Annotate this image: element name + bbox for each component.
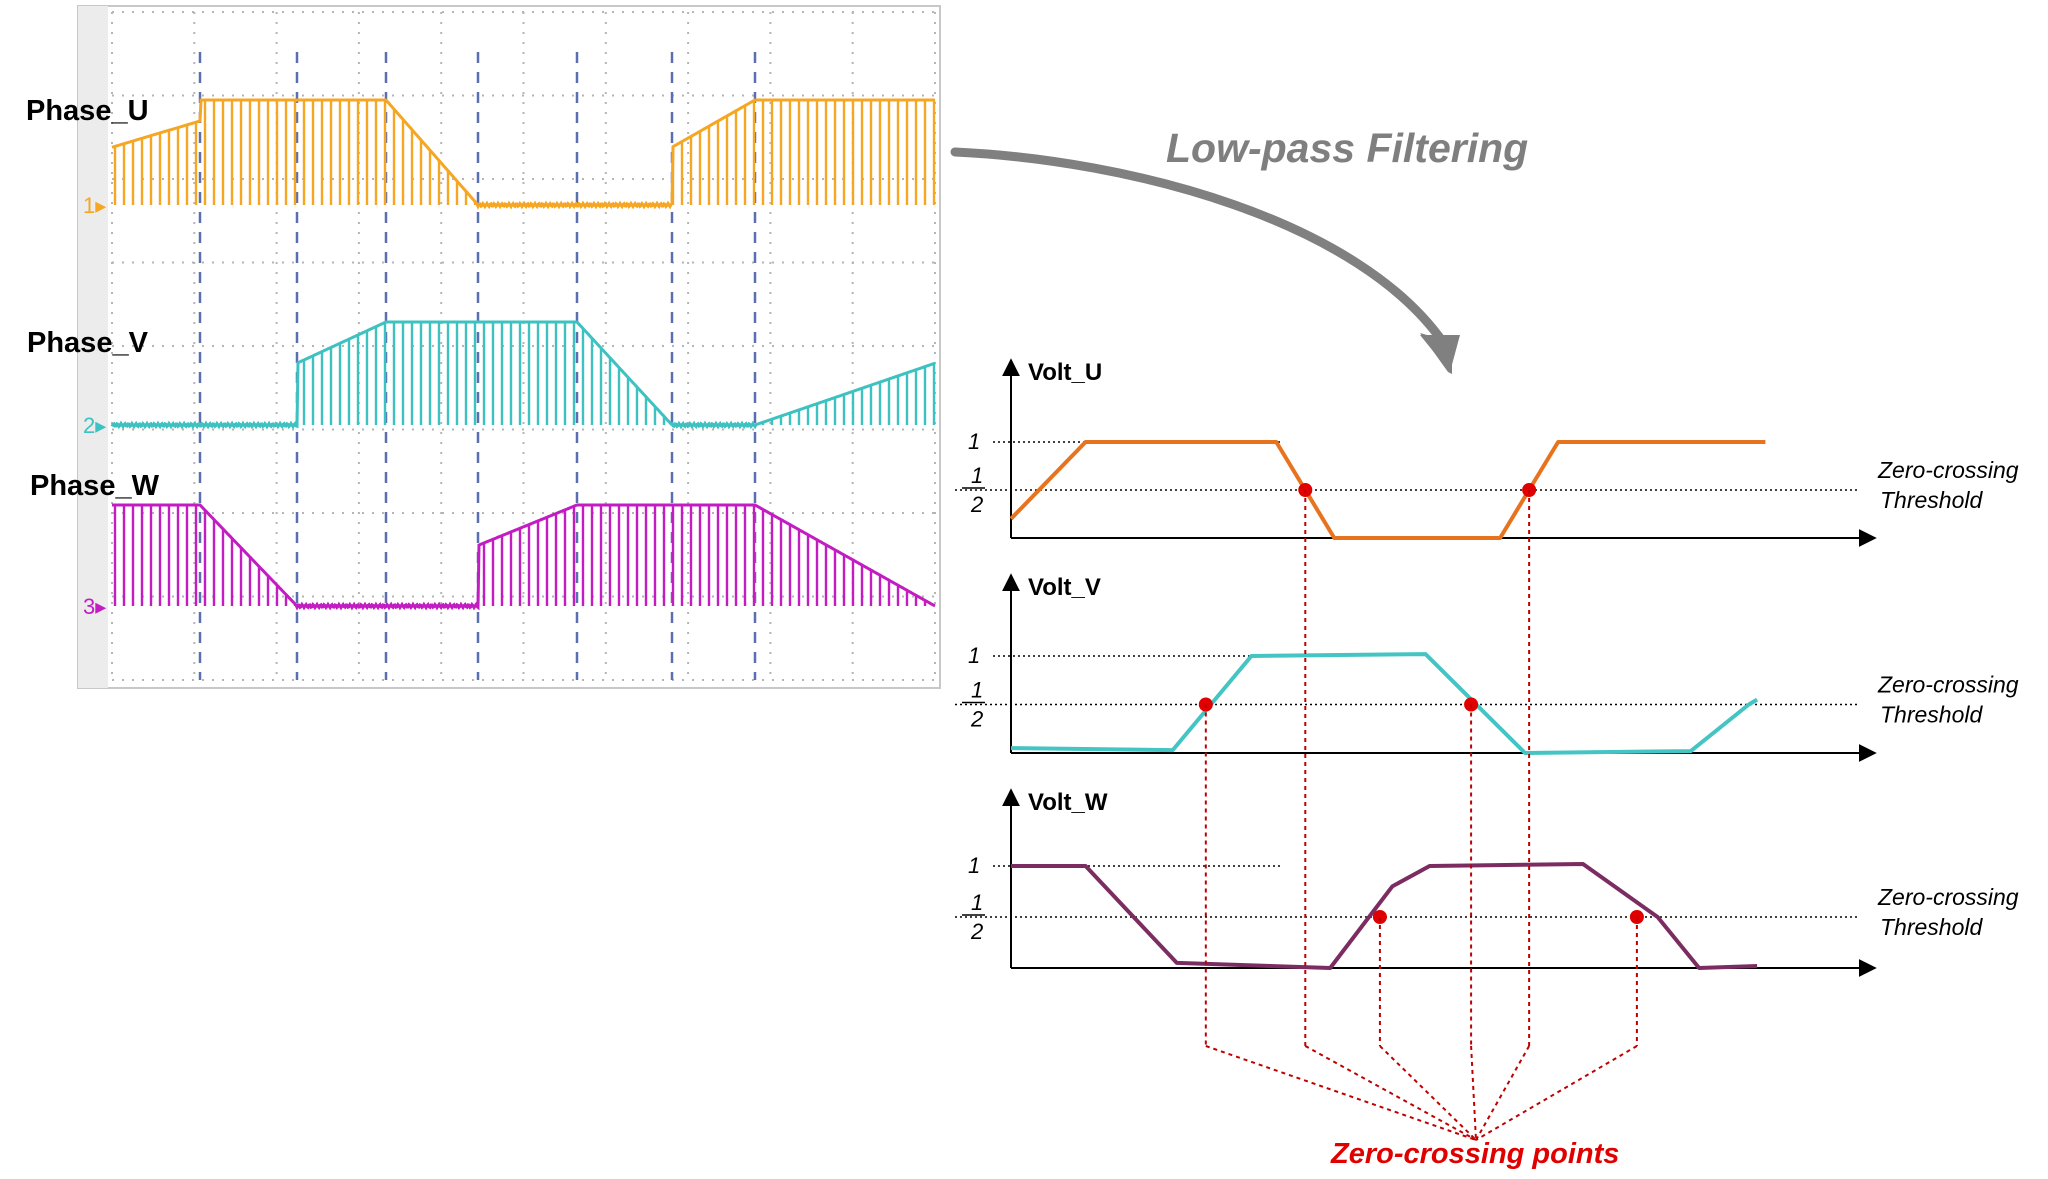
tick-half-numerator: 1 [971,463,983,488]
phase-w-trace [112,503,936,611]
plot-title: Volt_W [1028,789,1108,816]
phase-u-trace-pwm-spikes [113,100,936,205]
zero-crossing-converge-line [1304,1045,1477,1141]
zero-crossing-converge-line [1379,1045,1477,1141]
plot-title: Volt_V [1028,574,1101,601]
filtered-waveform [1011,862,1758,970]
zero-crossing-guides [1204,490,1638,1141]
phase-v-trace-pwm-spikes [302,322,936,425]
scope-frame [77,5,941,689]
threshold-label-line2: Threshold [1880,702,1983,728]
channel-marker-1: 1▸ [83,193,106,218]
low-pass-arrow [950,147,1460,374]
tick-half-denominator: 2 [970,492,983,517]
phase-u-label: Phase_U [26,95,149,127]
plot-volt-u: Volt_U 1 1 2 Zero-crossing Threshold [955,358,2019,547]
plot-volt-w: Volt_W 1 1 2 Zero-crossing Threshold [955,788,2019,977]
tick-half-denominator: 2 [970,919,983,944]
zero-crossing-converge-line [1470,1045,1477,1141]
oscilloscope-panel: 1▸ 2▸ 3▸ [77,5,941,689]
channel-marker-3: 3▸ [83,594,106,619]
scope-traces [110,98,936,611]
arrow-head-shape [1420,335,1460,372]
zero-crossing-points-label: Zero-crossing points [1330,1138,1619,1170]
phase-w-trace-pwm-spikes [113,505,936,606]
curved-arrow-icon [950,147,1450,350]
low-pass-filtering-label: Low-pass Filtering [1166,125,1528,171]
tick-one: 1 [968,643,980,668]
tick-one: 1 [968,429,980,454]
phase-w-trace-envelope [112,503,936,611]
tick-half-numerator: 1 [971,678,983,703]
tick-half-denominator: 2 [970,707,983,732]
threshold-label-line1: Zero-crossing [1877,457,2019,483]
zero-crossing-converge-line [1475,1045,1530,1141]
zero-crossing-converge-line [1205,1045,1477,1141]
threshold-label-line2: Threshold [1880,914,1983,940]
threshold-label-line2: Threshold [1880,487,1983,513]
filtered-waveform [1010,652,1759,755]
phase-v-trace [110,320,936,430]
filtered-voltage-plots: Volt_U 1 1 2 Zero-crossing Threshold Volt_V 1 1 2… [955,358,2019,977]
threshold-label-line1: Zero-crossing [1877,884,2019,910]
filtered-waveform [1009,440,1766,540]
tick-half-numerator: 1 [971,890,983,915]
channel-markers: 1▸ 2▸ 3▸ [83,193,106,619]
tick-one: 1 [968,853,980,878]
zero-crossing-converge-line [1475,1045,1638,1141]
phase-v-label: Phase_V [27,327,149,359]
phase-w-label: Phase_W [30,470,160,502]
scope-left-bezel [78,6,108,688]
threshold-label-line1: Zero-crossing [1877,672,2019,698]
plot-title: Volt_U [1028,359,1102,386]
phase-u-trace [111,98,936,211]
channel-marker-2: 2▸ [83,413,106,438]
plot-volt-v: Volt_V 1 1 2 Zero-crossing Threshold [955,573,2019,762]
